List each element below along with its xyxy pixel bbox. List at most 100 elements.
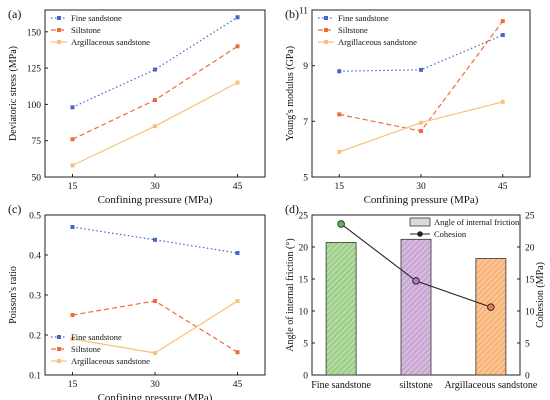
chart-4-ytick-label: 0 [303,372,308,382]
chart-2-legend-marker [324,28,328,32]
chart-1-ytick-label: 125 [27,65,42,75]
chart-3-series-3-point [153,351,157,355]
chart-1-series-1-point [235,15,240,20]
chart-3-xtick-label: 15 [68,380,78,390]
chart-4-ytick-label: 10 [299,308,309,318]
chart-3-ytick-label: 0.2 [29,332,41,342]
chart-4-panel-label: (d) [285,202,299,216]
chart-1-legend-marker [57,28,61,32]
chart-3-series-1-point [70,225,75,229]
chart-4-ytick-label: 20 [299,244,309,254]
chart-4-legend-line-marker [417,231,423,237]
chart-2-panel-label: (b) [285,7,299,21]
chart-2-xtick-label: 45 [498,182,508,192]
chart-3-series-2-point [235,350,240,355]
chart-4-xtick-label: Argillaceous sandstone [444,380,537,391]
chart-4-cohesion-point [487,303,495,311]
chart-3-series-3-point [70,337,75,341]
chart-1-ytick-label: 75 [32,137,42,147]
chart-4-ytick-right-label: 0 [525,372,530,382]
chart-4-ytick-right-label: 20 [525,244,535,254]
chart-2-series-3-point [337,149,342,154]
chart-2-xlabel: Confining pressure (MPa) [364,194,479,206]
chart-4-ytick-label: 5 [303,340,308,350]
chart-1-legend-label: Argillaceous sandstone [71,37,150,47]
chart-2-ytick-label: 7 [303,118,308,128]
chart-4-cohesion-point [412,277,420,285]
chart-4-ytick-right-label: 25 [525,212,535,222]
chart-1-xtick-label: 15 [68,182,78,192]
chart-1-legend-marker [57,16,61,20]
chart-4-legend-bar-swatch [409,217,431,227]
chart-1-series-3-point [153,124,157,129]
chart-2-series-3-point [419,120,423,125]
chart-1-series-3-point [235,80,240,85]
chart-2-ylabel: Young's modulus (GPa) [285,46,296,141]
chart-1-panel-label: (a) [8,7,21,21]
chart-4-ytick-right-label: 15 [525,276,535,286]
chart-2-legend-marker [324,40,328,44]
chart-2-legend-marker [324,16,328,20]
chart-4-ytick-right-label: 10 [525,308,535,318]
chart-1-xtick-label: 30 [150,182,160,192]
chart-2-legend-label: Siltstone [338,25,368,35]
chart-1-series-1-point [153,67,157,72]
chart-3-xtick-label: 45 [233,380,243,390]
chart-3-panel-label: (c) [8,202,21,216]
chart-1-ytick-label: 100 [27,101,42,111]
chart-4-ytick-label: 25 [299,212,309,222]
chart-3-series-2-point [70,313,75,317]
chart-4-bar [475,258,507,376]
chart-2-series-1-point [337,69,342,74]
chart-2-plot-frame [311,9,531,178]
chart-3-ylabel: Poisson's ratio [8,266,19,324]
chart-1-xtick-label: 45 [233,182,243,192]
chart-1-series-2-point [70,137,75,142]
chart-4-ytick-label: 15 [299,276,309,286]
chart-1-xlabel: Confining pressure (MPa) [98,194,213,206]
chart-4-ytick-right-label: 5 [525,340,530,350]
chart-2-series-3-line [339,101,503,153]
chart-3-legend-marker [57,335,61,339]
chart-2-series-2-point [419,129,423,134]
chart-3-series-3-point [235,299,240,303]
chart-4-bar [400,238,432,376]
chart-2-ytick-label: 11 [299,7,308,17]
chart-3-legend-marker [57,359,61,363]
chart-1-ytick-label: 50 [32,174,42,184]
chart-1-series-3-line [72,82,238,166]
chart-3-series-1-point [235,251,240,255]
chart-4-ylabel-right: Cohesion (MPa) [535,262,546,328]
chart-2-xtick-label: 30 [416,182,426,192]
chart-1-series-2-point [235,44,240,49]
chart-3-ytick-label: 0.5 [29,212,41,222]
chart-3-ytick-label: 0.3 [29,292,41,302]
chart-2-ytick-label: 9 [303,62,308,72]
chart-1-legend-label: Siltstone [71,25,101,35]
chart-4-legend-bar-label: Angle of internal friction [434,217,520,227]
chart-1-ytick-label: 150 [27,28,42,38]
chart-4-xtick-label: siltstone [399,380,433,391]
chart-1-ylabel: Deviatoric stress (MPa) [8,46,19,141]
chart-4-ylabel: Angle of internal friction (°) [285,238,296,351]
chart-2-series-1-point [419,67,423,72]
chart-2-series-2-point [500,19,505,24]
chart-1-legend-marker [57,40,61,44]
chart-4-cohesion-point [337,220,345,228]
chart-1-series-2-point [153,98,157,103]
chart-4-bar [325,242,357,376]
chart-3-legend-label: Siltstone [71,344,101,354]
chart-1-legend-label: Fine sandstone [71,13,122,23]
chart-2-legend-label: Argillaceous sandstone [338,37,417,47]
chart-3-xtick-label: 30 [150,380,160,390]
chart-3-ytick-label: 0.1 [29,372,41,382]
chart-4-xtick-label: Fine sandstone [311,380,371,391]
chart-2-xtick-label: 15 [335,182,345,192]
chart-2-series-1-point [500,33,505,38]
chart-4-legend-line-label: Cohesion [434,229,467,239]
chart-2-series-2-point [337,112,342,117]
chart-1-plot-frame [44,9,266,178]
chart-3-series-2-point [153,299,157,303]
chart-2-ytick-label: 5 [303,174,308,184]
